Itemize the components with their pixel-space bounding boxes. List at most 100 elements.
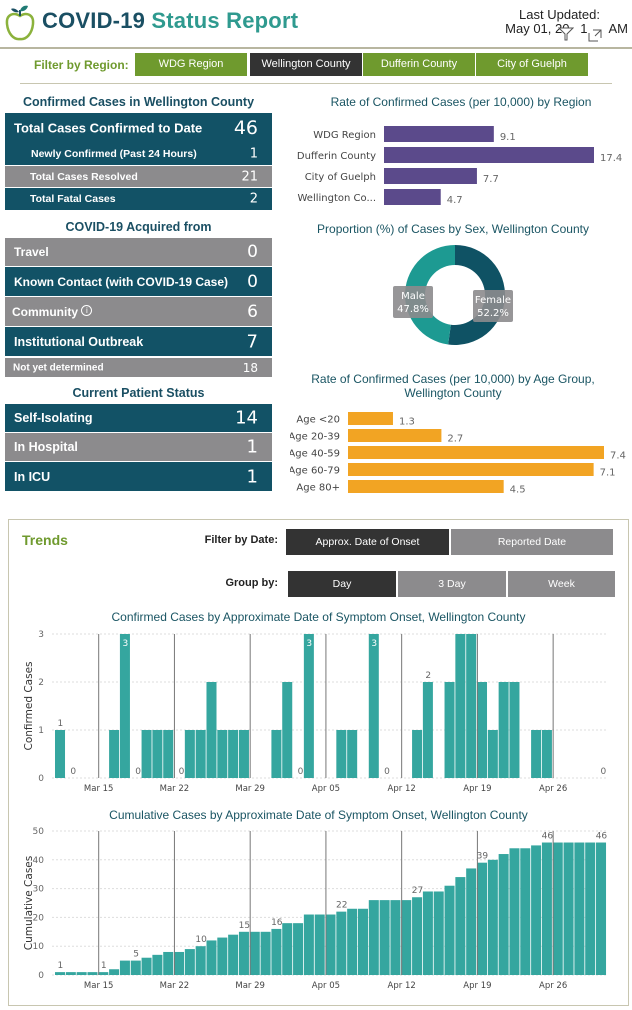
bar[interactable] <box>184 730 195 778</box>
bar[interactable] <box>65 972 76 975</box>
bar[interactable] <box>336 911 347 975</box>
bar[interactable] <box>444 885 455 975</box>
region-button-wellington[interactable]: Wellington County <box>250 53 362 76</box>
filter-icon[interactable] <box>557 27 575 46</box>
bar[interactable] <box>271 928 282 975</box>
bar[interactable] <box>520 848 531 975</box>
bar[interactable] <box>163 730 174 778</box>
bar[interactable] <box>541 842 552 975</box>
bar[interactable] <box>541 730 552 778</box>
bar[interactable] <box>55 730 66 778</box>
bar[interactable] <box>119 960 130 975</box>
bar[interactable] <box>314 914 325 975</box>
bar[interactable] <box>390 900 401 975</box>
bar[interactable] <box>303 634 314 778</box>
bar[interactable] <box>163 951 174 975</box>
bar[interactable] <box>249 931 260 975</box>
bar[interactable] <box>596 842 607 975</box>
info-icon[interactable]: i <box>81 304 93 316</box>
bar[interactable] <box>206 682 217 778</box>
bar[interactable] <box>238 931 249 975</box>
region-button-wdg[interactable]: WDG Region <box>135 53 247 76</box>
bar[interactable] <box>487 859 498 975</box>
bar[interactable] <box>260 931 271 975</box>
bar[interactable] <box>531 845 542 975</box>
bar[interactable] <box>466 868 477 975</box>
bar[interactable] <box>487 730 498 778</box>
bar[interactable] <box>384 168 477 184</box>
bar[interactable] <box>87 972 98 975</box>
bar[interactable] <box>433 891 444 975</box>
bar[interactable] <box>498 682 509 778</box>
bar[interactable] <box>531 730 542 778</box>
bar[interactable] <box>152 954 163 975</box>
bar[interactable] <box>217 730 228 778</box>
bar[interactable] <box>303 914 314 975</box>
bar[interactable] <box>509 682 520 778</box>
bar[interactable] <box>422 682 433 778</box>
bar[interactable] <box>509 848 520 975</box>
bar[interactable] <box>109 969 120 975</box>
bar[interactable] <box>552 842 563 975</box>
bar[interactable] <box>55 972 66 975</box>
bar[interactable] <box>412 897 423 975</box>
donut-slice-male[interactable] <box>404 245 455 345</box>
bar[interactable] <box>119 634 130 778</box>
group-by-day-button[interactable]: Day <box>288 571 396 597</box>
bar[interactable] <box>271 730 282 778</box>
bar[interactable] <box>228 934 239 975</box>
bar[interactable] <box>476 682 488 778</box>
bar[interactable] <box>141 730 152 778</box>
bar[interactable] <box>348 429 442 442</box>
bar[interactable] <box>348 480 504 493</box>
bar[interactable] <box>585 842 596 975</box>
bar[interactable] <box>455 877 466 975</box>
region-button-dufferin[interactable]: Dufferin County <box>363 53 475 76</box>
bar[interactable] <box>455 634 466 778</box>
bar[interactable] <box>195 730 206 778</box>
bar[interactable] <box>141 957 152 975</box>
bar[interactable] <box>384 189 441 205</box>
date-filter-reported-button[interactable]: Reported Date <box>451 529 613 555</box>
bar[interactable] <box>228 730 239 778</box>
bar[interactable] <box>184 949 195 975</box>
bar[interactable] <box>498 854 509 975</box>
expand-icon[interactable] <box>588 29 602 47</box>
bar[interactable] <box>347 908 358 975</box>
bar[interactable] <box>195 946 206 975</box>
bar[interactable] <box>348 412 393 425</box>
bar[interactable] <box>357 908 368 975</box>
bar[interactable] <box>384 147 594 163</box>
bar[interactable] <box>368 900 379 975</box>
group-by-3day-button[interactable]: 3 Day <box>398 571 506 597</box>
bar[interactable] <box>476 862 488 975</box>
bar[interactable] <box>174 951 185 975</box>
bar[interactable] <box>563 842 574 975</box>
bar[interactable] <box>282 682 293 778</box>
bar[interactable] <box>76 972 87 975</box>
bar[interactable] <box>98 972 109 975</box>
region-button-guelph[interactable]: City of Guelph <box>476 53 588 76</box>
date-filter-onset-button[interactable]: Approx. Date of Onset <box>286 529 449 555</box>
bar[interactable] <box>384 126 494 142</box>
bar[interactable] <box>130 960 141 975</box>
group-by-week-button[interactable]: Week <box>508 571 615 597</box>
bar[interactable] <box>348 463 594 476</box>
bar[interactable] <box>282 923 293 975</box>
bar[interactable] <box>325 914 336 975</box>
bar[interactable] <box>412 730 423 778</box>
bar[interactable] <box>152 730 163 778</box>
bar[interactable] <box>217 937 228 975</box>
bar[interactable] <box>466 634 477 778</box>
bar[interactable] <box>293 923 304 975</box>
bar[interactable] <box>238 730 249 778</box>
bar[interactable] <box>368 634 379 778</box>
bar[interactable] <box>347 730 358 778</box>
bar[interactable] <box>401 900 412 975</box>
bar[interactable] <box>422 891 433 975</box>
bar[interactable] <box>444 682 455 778</box>
bar[interactable] <box>206 940 217 975</box>
bar[interactable] <box>574 842 585 975</box>
bar[interactable] <box>109 730 120 778</box>
bar[interactable] <box>348 446 604 459</box>
